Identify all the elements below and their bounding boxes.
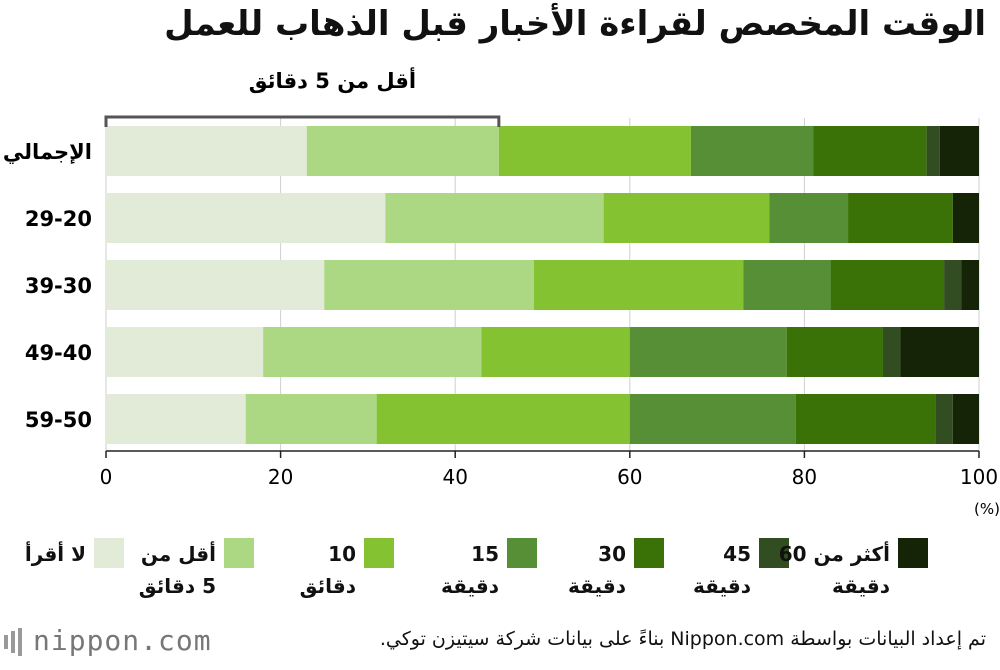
legend-item: 15 دقيقة [377,538,537,608]
legend-swatch [507,538,537,568]
category-label: 39-30 [25,274,92,298]
bar-segment [830,260,945,310]
category-label: 59-50 [25,408,92,432]
bar-segment [603,193,770,243]
legend-item: 30 دقيقة [504,538,664,608]
x-tick-label: 0 [100,465,113,489]
bar-segment [952,193,979,243]
legend-swatch [224,538,254,568]
x-tick-label: 80 [792,465,817,489]
bar-segment [629,394,796,444]
legend-label: لا أقرأ [24,542,86,566]
legend-item: لا أقرأ [0,538,124,608]
legend-label: 10 دقائق [299,542,356,598]
legend-swatch [634,538,664,568]
annotation-bracket [104,115,501,127]
stacked-bar-chart: الإجمالي 29-20 39-30 49-40 59-50 0 20 40 60 80 10… [3,66,1000,518]
legend-swatch [364,538,394,568]
legend-swatch [759,538,789,568]
bar-segment [324,260,534,310]
legend-label: 30 دقيقة [567,542,626,598]
bar-segment [106,126,307,176]
bar-segment [926,126,940,176]
bar-segment [263,327,482,377]
bar-segment [385,193,604,243]
category-label: 49-40 [25,341,92,365]
legend-label: أكثر من 60 دقيقة [778,542,890,598]
logo-bars-icon [4,624,25,657]
bar-segment [944,260,962,310]
bar-segment [106,394,246,444]
bar-segment [498,126,691,176]
bar-segment [786,327,883,377]
bar-segment [690,126,814,176]
bar-segment [629,327,787,377]
legend-item: أكثر من 60 دقيقة [768,538,928,608]
legend-item: أقل من 5 دقائق [94,538,254,608]
source-note: تم إعداد البيانات بواسطة Nippon.com بناء… [379,628,986,650]
bar-segment [769,193,849,243]
x-tick-label: 60 [617,465,642,489]
bar-segment [961,260,979,310]
bar-segment [939,126,979,176]
bar-segment [106,327,264,377]
legend-swatch [898,538,928,568]
logo-text: nippon.com [33,624,212,657]
legend-swatch [94,538,124,568]
legend-item: 10 دقائق [234,538,394,608]
legend: لا أقرأ أقل من 5 دقائق 10 دقائق 15 دقيقة 30 دقيق… [0,530,1000,610]
annotation-label: أقل من 5 دقائق [249,66,416,93]
bar-segment [882,327,901,377]
bar-segment [952,394,979,444]
bar-segment [245,394,377,444]
bar-segment [106,193,386,243]
bar-segment [935,394,953,444]
bar-segment [848,193,953,243]
bar-segment [900,327,979,377]
category-label: 29-20 [25,207,92,231]
chart-title: الوقت المخصص لقراءة الأخبار قبل الذهاب ل… [164,4,986,44]
bar-segment [481,327,630,377]
legend-label: 15 دقيقة [440,542,499,598]
category-label: الإجمالي [3,140,92,164]
legend-label: 45 دقيقة [692,542,751,598]
bar-segment [813,126,927,176]
x-tick-label: 40 [442,465,467,489]
unit-label: (%) [974,500,1000,518]
bar-segment [376,394,630,444]
nippon-logo: nippon.com [4,624,212,657]
bar-segment [306,126,499,176]
bar-segment [106,260,325,310]
legend-item: 45 دقيقة [629,538,789,608]
x-tick-label: 20 [268,465,293,489]
bar-segment [743,260,831,310]
bar-segment [795,394,936,444]
x-tick-label: 100 [960,465,998,489]
bar-segment [533,260,744,310]
legend-label: أقل من 5 دقائق [138,542,216,598]
